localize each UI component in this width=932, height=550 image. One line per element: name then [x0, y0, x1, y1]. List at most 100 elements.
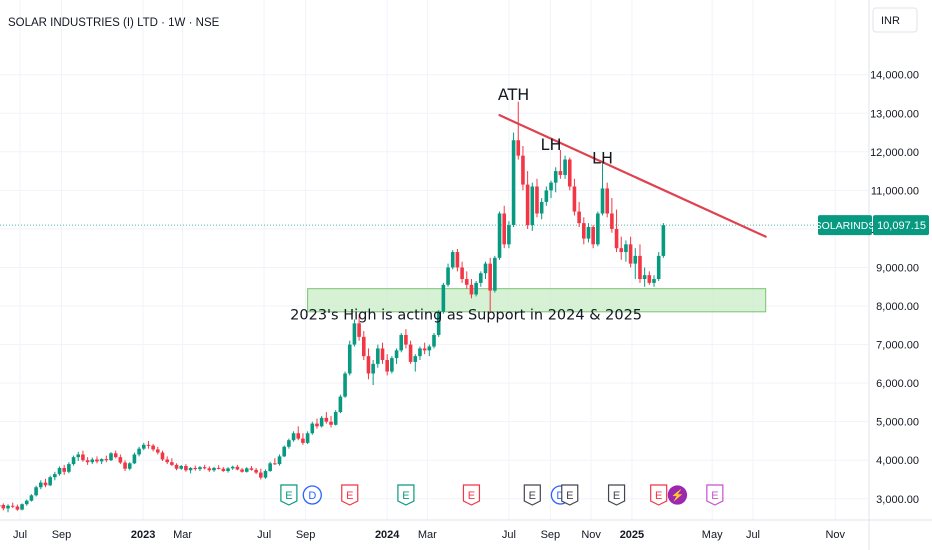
event-split[interactable]: ⚡ — [667, 485, 688, 505]
event-earnings-neutral[interactable]: E — [607, 484, 626, 506]
candle — [184, 464, 188, 472]
candle — [418, 346, 422, 360]
event-markers: E D E E E E D E E E ⚡ E — [280, 484, 724, 506]
candle — [277, 454, 282, 466]
event-earnings-past[interactable]: E — [397, 484, 415, 506]
candle — [347, 340, 352, 376]
event-label: E — [402, 490, 409, 502]
candles — [0, 101, 666, 513]
candle-body — [474, 282, 478, 295]
event-earnings-neutral[interactable]: E — [523, 484, 541, 506]
y-tick-label: 9,000.00 — [876, 262, 919, 274]
event-earnings-miss[interactable]: E — [462, 484, 481, 506]
candle-body — [95, 459, 99, 462]
event-badge — [397, 484, 415, 506]
currency-label: INR — [881, 15, 900, 27]
event-badge — [523, 484, 541, 506]
candle — [652, 275, 656, 287]
y-tick-label: 3,000.00 — [876, 494, 919, 506]
candle — [212, 466, 216, 472]
candle — [352, 319, 357, 347]
candle-body — [113, 453, 118, 458]
candle-body — [479, 273, 483, 283]
candle — [427, 344, 432, 357]
candle-body — [216, 467, 221, 469]
candle — [29, 494, 34, 502]
event-dividend[interactable]: D — [302, 485, 322, 505]
event-earnings-past[interactable]: E — [280, 484, 298, 506]
candle-body — [43, 482, 48, 486]
candle-body — [235, 466, 240, 470]
candle-body — [596, 213, 600, 245]
candle — [48, 475, 52, 487]
candle-body — [249, 468, 254, 470]
candle-body — [535, 186, 539, 214]
candle-body — [633, 255, 638, 264]
event-label: E — [346, 490, 353, 502]
candle-body — [610, 213, 614, 229]
event-earnings-future[interactable]: E — [706, 484, 724, 506]
candle — [137, 446, 141, 457]
candle-body — [99, 459, 104, 462]
candle-body — [141, 444, 146, 449]
candle-body — [647, 275, 652, 283]
candle-body — [221, 468, 226, 472]
candle — [109, 452, 113, 462]
candle-body — [619, 248, 624, 253]
candle-body — [469, 284, 474, 295]
candle — [390, 356, 394, 374]
label-lh: LH — [541, 135, 562, 154]
candle-body — [539, 201, 544, 214]
candle — [240, 467, 244, 473]
candle-body — [502, 213, 507, 245]
y-tick-label: 11,000.00 — [871, 185, 919, 197]
candle — [404, 329, 408, 349]
label-ath: ATH — [498, 85, 530, 104]
candle — [661, 223, 666, 258]
candle — [57, 466, 62, 476]
candle-body — [15, 506, 20, 510]
candle — [95, 456, 99, 464]
candle — [193, 465, 198, 471]
candle-body — [628, 244, 633, 264]
x-tick-label: Mar — [418, 529, 437, 541]
x-tick-label: Nov — [581, 529, 601, 541]
candle — [53, 471, 57, 481]
y-tick-label: 4,000.00 — [876, 455, 919, 467]
candle — [6, 504, 10, 513]
candle-body — [329, 421, 333, 425]
event-badge — [706, 484, 724, 506]
price-axis[interactable]: 3,000.00 4,000.00 5,000.00 6,000.00 7,000.00… — [870, 70, 919, 506]
last-price-tag: SOLARINDS 10,097.15 — [815, 215, 929, 236]
candle — [544, 186, 549, 206]
candle — [235, 464, 240, 471]
event-label: E — [468, 490, 475, 502]
candle-body — [282, 446, 287, 457]
candle-body — [333, 412, 338, 425]
candle-body — [361, 336, 366, 357]
time-axis[interactable]: Jul Sep 2023 Mar Jul Sep 2024 Mar Jul Sep Nov 2025 M… — [13, 529, 845, 541]
event-badge — [341, 484, 359, 506]
currency-button[interactable] — [872, 7, 918, 33]
candle-body — [577, 211, 581, 224]
candle — [207, 466, 212, 472]
event-earnings-neutral[interactable]: E — [561, 484, 579, 506]
candle-body — [567, 159, 572, 187]
candle-body — [67, 464, 71, 472]
candle — [249, 466, 254, 471]
candle-body — [71, 457, 76, 465]
event-label: E — [711, 490, 718, 502]
candle-body — [319, 417, 324, 427]
candle — [366, 348, 371, 380]
candle-body — [530, 186, 535, 226]
candle-body — [450, 252, 455, 268]
event-earnings-miss[interactable]: E — [341, 484, 359, 506]
candle — [586, 223, 591, 243]
candle — [446, 263, 450, 287]
candle — [221, 467, 226, 472]
event-earnings-miss[interactable]: E — [650, 484, 668, 506]
candle-body — [57, 467, 62, 475]
candle-body — [563, 159, 567, 175]
x-tick-label: 2025 — [620, 529, 644, 541]
